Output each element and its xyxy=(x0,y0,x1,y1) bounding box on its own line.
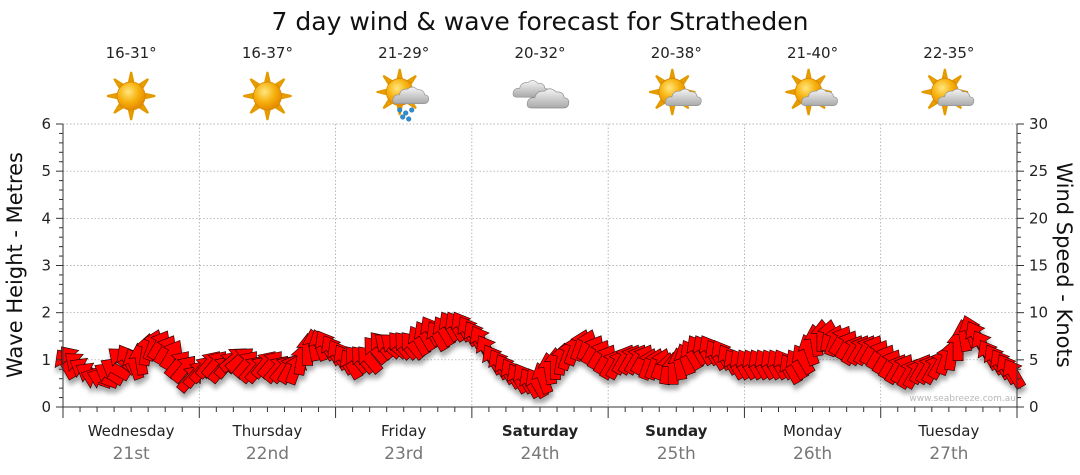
partly-cloudy-icon xyxy=(784,68,838,116)
day-date-label: 22nd xyxy=(246,444,289,464)
y2-axis-label: Wind Speed - Knots xyxy=(1052,162,1076,367)
temperature-range-label: 16-37° xyxy=(242,44,293,62)
y-tick-label: 3 xyxy=(41,257,51,275)
y2-tick-label: 20 xyxy=(1029,209,1048,227)
y2-tick-label: 5 xyxy=(1029,351,1039,369)
y-tick-label: 4 xyxy=(41,209,51,227)
y-tick-label: 1 xyxy=(41,351,51,369)
sunny-icon xyxy=(242,71,293,121)
y2-tick-label: 0 xyxy=(1029,398,1039,416)
day-date-label: 24th xyxy=(520,444,559,464)
day-date-label: 23rd xyxy=(384,444,423,464)
temperature-range-label: 20-38° xyxy=(651,44,702,62)
y-tick-label: 0 xyxy=(41,398,51,416)
y2-tick-label: 25 xyxy=(1029,162,1048,180)
y-tick-label: 6 xyxy=(41,115,51,133)
watermark: www.seabreeze.com.au xyxy=(909,394,1016,404)
day-name-label: Saturday xyxy=(502,422,579,440)
day-date-label: 26th xyxy=(793,444,832,464)
chart-axes: 0 1 2 3 4 5 6 0 5 10 15 20 25 30 xyxy=(41,115,1048,418)
y-tick-label: 5 xyxy=(41,162,51,180)
temperature-range-label: 22-35° xyxy=(923,44,974,62)
day-date-label: 21st xyxy=(113,444,150,464)
temperature-range-label: 21-29° xyxy=(378,44,429,62)
y-axis-label: Wave Height - Metres xyxy=(3,152,27,378)
temperature-range-label: 21-40° xyxy=(787,44,838,62)
sunny-icon xyxy=(106,71,157,121)
partly-cloudy-icon xyxy=(648,68,702,116)
day-name-label: Sunday xyxy=(645,422,708,440)
day-name-label: Thursday xyxy=(232,422,303,440)
chart-title: 7 day wind & wave forecast for Strathede… xyxy=(272,7,809,36)
day-name-label: Friday xyxy=(381,422,427,440)
y2-tick-label: 15 xyxy=(1029,257,1048,275)
day-date-label: 27th xyxy=(929,444,968,464)
y2-tick-label: 10 xyxy=(1029,304,1048,322)
day-name-label: Monday xyxy=(783,422,842,440)
y2-tick-label: 30 xyxy=(1029,115,1048,133)
wind-arrows xyxy=(54,311,1027,400)
partly-cloudy-icon xyxy=(920,68,975,116)
y-tick-label: 2 xyxy=(41,304,51,322)
cloudy-icon xyxy=(512,80,570,109)
day-name-label: Tuesday xyxy=(917,422,979,440)
day-date-label: 25th xyxy=(657,444,696,464)
sun-rain-cloud-icon xyxy=(375,68,430,122)
wind-arrow-mark xyxy=(1002,358,1027,390)
temperature-range-label: 20-32° xyxy=(514,44,565,62)
day-name-label: Wednesday xyxy=(88,422,175,440)
daily-forecast-row: 16-31° 16-37° 21-29° 20-32° 20-38° 21-40° 22-3… xyxy=(106,44,975,122)
day-labels: Wednesday 21st Thursday 22nd Friday 23rd Satur… xyxy=(88,422,980,464)
temperature-range-label: 16-31° xyxy=(106,44,157,62)
